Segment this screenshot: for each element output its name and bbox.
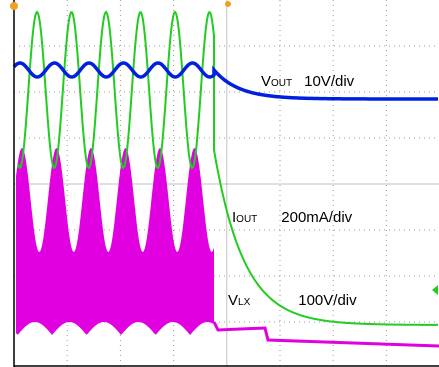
time-marker	[225, 1, 231, 7]
scope-screen: VOUT10V/div IOUT200mA/div VLX100V/div	[0, 0, 439, 367]
trigger-marker	[10, 2, 18, 10]
page: {"labels": [ {"symbol": "V", "subscript"…	[0, 0, 439, 367]
